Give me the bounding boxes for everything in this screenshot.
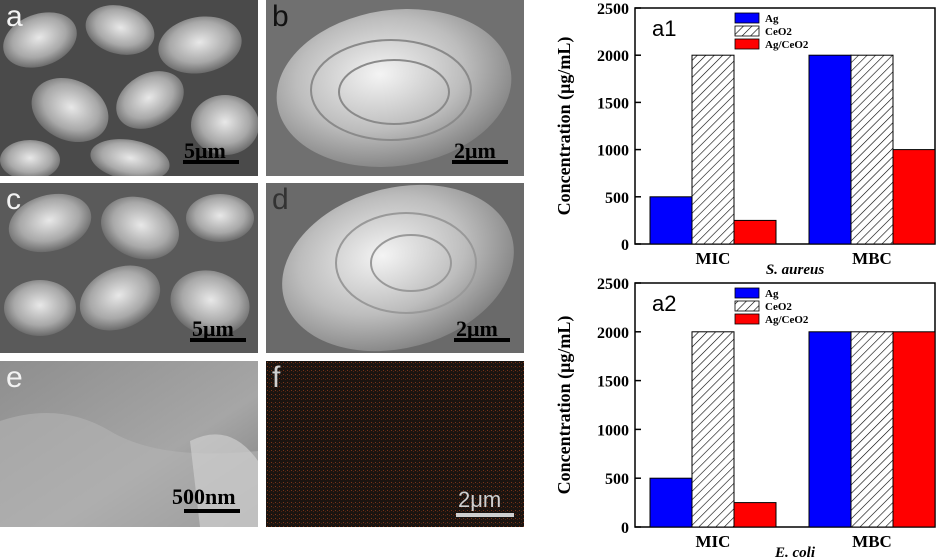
- sem-panel-c: c 5μm: [0, 183, 258, 353]
- panel-label-c: c: [6, 183, 21, 216]
- legend-entry: Ag: [765, 13, 779, 25]
- panel-label-d: d: [272, 183, 289, 216]
- y-tick-label: 1000: [597, 422, 629, 439]
- legend-entry: Ag/CeO2: [765, 314, 809, 326]
- scale-bar-d: [454, 338, 510, 342]
- y-tick-label: 0: [621, 237, 629, 254]
- y-axis-label: Concentration (μg/mL): [554, 316, 575, 495]
- sem-image-a: [0, 0, 258, 176]
- sem-image-c: [0, 183, 258, 353]
- scale-text-e: 500nm: [172, 484, 236, 509]
- sem-image-d: [266, 183, 524, 353]
- scale-text-c: 5μm: [192, 316, 234, 341]
- scale-text-d: 2μm: [456, 316, 498, 341]
- y-tick-label: 2500: [597, 1, 629, 18]
- sem-image-e: [0, 361, 258, 527]
- sem-image-b: [266, 0, 524, 176]
- legend-swatch: [734, 25, 760, 37]
- y-tick-label: 2000: [597, 325, 629, 342]
- bar-ceo2-mbc: [850, 331, 894, 528]
- panel-label-e: e: [6, 361, 23, 394]
- panel-label-f: f: [272, 361, 281, 394]
- legend-swatch: [734, 38, 760, 50]
- legend-entry: CeO2: [765, 301, 792, 313]
- y-tick-label: 0: [621, 520, 629, 537]
- x-tick-label: MIC: [696, 249, 731, 268]
- bar-ag-mbc: [808, 331, 852, 528]
- eds-map-f: [266, 361, 524, 527]
- scale-bar-c: [190, 338, 246, 342]
- bar-ag-mic: [649, 196, 693, 245]
- scale-text-b: 2μm: [454, 138, 496, 163]
- legend-swatch: [734, 313, 760, 325]
- scale-text-a: 5μm: [184, 138, 226, 163]
- legend-swatch: [734, 300, 760, 312]
- bar-charts: 0 500 1000 1500 2000 2500 Concentration (μg/mL…: [540, 0, 950, 557]
- bar-ceo2-mic: [691, 54, 735, 245]
- sem-panel-e: e 500nm: [0, 361, 258, 527]
- legend-entry: Ag: [765, 288, 779, 300]
- bar-ceo2-mbc: [850, 54, 894, 245]
- y-tick-label: 500: [605, 471, 629, 488]
- y-axis-label: Concentration (μg/mL): [554, 37, 575, 216]
- panel-label-b: b: [272, 0, 289, 33]
- sem-panel-a: a 5μm: [0, 0, 258, 176]
- bar-ag-ceo2-mic: [733, 502, 777, 528]
- bar-ag-ceo2-mbc: [892, 331, 936, 528]
- x-tick-label: MBC: [852, 249, 892, 268]
- bar-ag-ceo2-mbc: [892, 149, 936, 245]
- panel-label-a: a: [6, 0, 23, 33]
- bar-ag-mic: [649, 477, 693, 528]
- sem-panel-b: b 2μm: [266, 0, 524, 176]
- scale-text-f: 2μm: [458, 487, 502, 512]
- y-tick-label: 2500: [597, 278, 629, 293]
- x-tick-label: MBC: [852, 532, 892, 551]
- bar-chart-a1: 0 500 1000 1500 2000 2500 Concentration (μg/mL…: [554, 1, 936, 278]
- y-tick-label: 500: [605, 190, 629, 207]
- x-axis-label: E. coli: [774, 545, 816, 557]
- scale-bar-e: [184, 509, 240, 513]
- eds-panel-f: f 2μm: [266, 361, 524, 527]
- legend-swatch: [734, 287, 760, 299]
- y-tick-label: 2000: [597, 48, 629, 65]
- chart-panel-label: a1: [652, 16, 676, 41]
- bar-chart-a2: 0 500 1000 1500 2000 2500 Concentration (μg/mL…: [554, 278, 936, 557]
- y-tick-label: 1500: [597, 374, 629, 391]
- legend-entry: Ag/CeO2: [765, 39, 809, 51]
- scale-bar-b: [452, 160, 508, 164]
- legend-swatch: [734, 12, 760, 24]
- bar-ceo2-mic: [691, 331, 735, 528]
- plot-frame: [634, 7, 936, 245]
- sem-panel-d: d 2μm: [266, 183, 524, 353]
- bar-ag-mbc: [808, 54, 852, 245]
- x-axis-label: S. aureus: [766, 262, 825, 278]
- x-tick-label: MIC: [696, 532, 731, 551]
- legend-entry: CeO2: [765, 26, 792, 38]
- scale-bar-a: [183, 160, 239, 164]
- y-tick-label: 1000: [597, 143, 629, 160]
- scale-bar-f: [456, 513, 514, 517]
- chart-panel-label: a2: [652, 291, 676, 316]
- bar-ag-ceo2-mic: [733, 219, 777, 245]
- y-tick-label: 1500: [597, 95, 629, 112]
